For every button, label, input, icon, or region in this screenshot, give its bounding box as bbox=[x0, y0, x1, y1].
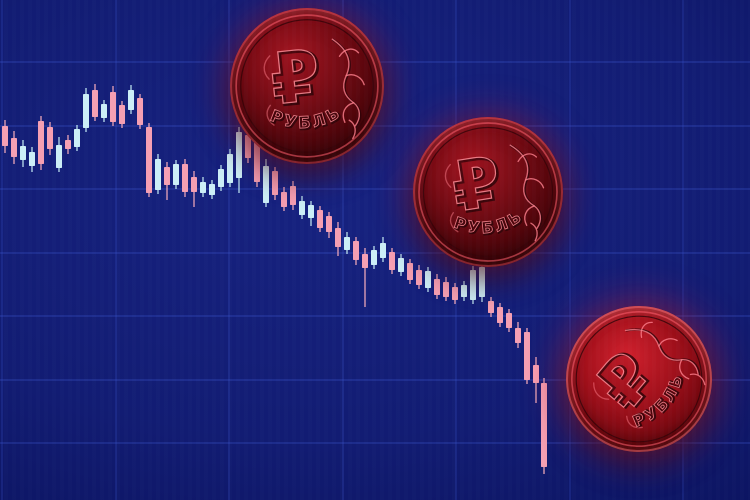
candlestick bbox=[263, 159, 269, 207]
candlestick bbox=[524, 328, 530, 384]
candlestick bbox=[209, 180, 215, 199]
candlestick bbox=[290, 181, 296, 210]
candlestick bbox=[218, 165, 224, 191]
candlestick bbox=[497, 303, 503, 327]
candlestick bbox=[353, 237, 359, 265]
coin-rim bbox=[571, 311, 707, 447]
candlestick bbox=[407, 259, 413, 284]
ruble-coin-icon: ₽ ₽ РУБЛЬ РУБЛЬ bbox=[566, 306, 712, 452]
candlestick bbox=[236, 127, 242, 193]
candlestick bbox=[272, 167, 278, 200]
ruble-coin-face: ₽ ₽ РУБЛЬ РУБЛЬ bbox=[418, 122, 558, 262]
ruble-coin-face: ₽ ₽ РУБЛЬ РУБЛЬ bbox=[571, 311, 707, 447]
ruble-coin-icon: ₽ ₽ РУБЛЬ РУБЛЬ bbox=[413, 117, 563, 267]
candlestick bbox=[326, 212, 332, 238]
candlestick bbox=[137, 94, 143, 129]
candlestick bbox=[191, 171, 197, 207]
candlestick bbox=[119, 101, 125, 128]
candlestick bbox=[461, 281, 467, 301]
coin-ornament bbox=[444, 144, 545, 242]
coin-rim bbox=[235, 14, 379, 158]
candlestick bbox=[371, 246, 377, 269]
coin-rim bbox=[418, 122, 558, 262]
candlestick bbox=[479, 263, 485, 302]
candlestick bbox=[83, 88, 89, 132]
candlestick bbox=[173, 160, 179, 189]
ruble-symbol: ₽ ₽ bbox=[446, 141, 510, 231]
candlestick bbox=[2, 120, 8, 153]
candlestick bbox=[11, 131, 17, 164]
candlestick bbox=[65, 135, 71, 154]
svg-text:₽: ₽ bbox=[266, 33, 324, 121]
candlestick bbox=[452, 283, 458, 304]
candlestick bbox=[389, 248, 395, 274]
ruble-symbol: ₽ ₽ bbox=[266, 33, 328, 124]
svg-text:₽: ₽ bbox=[268, 35, 326, 123]
candlestick bbox=[380, 237, 386, 262]
candlestick bbox=[281, 187, 287, 211]
candlestick bbox=[398, 254, 404, 276]
candlestick bbox=[101, 100, 107, 122]
candlestick bbox=[29, 147, 35, 172]
candlestick bbox=[92, 84, 98, 121]
candlestick bbox=[335, 222, 341, 256]
candlestick bbox=[164, 162, 170, 200]
candlestick bbox=[533, 357, 539, 403]
candlestick bbox=[56, 137, 62, 172]
candlestick bbox=[146, 123, 152, 197]
candlestick bbox=[128, 85, 134, 114]
candlestick bbox=[200, 177, 206, 197]
candlestick bbox=[425, 267, 431, 292]
candlestick bbox=[74, 125, 80, 151]
coin-ornament bbox=[593, 321, 706, 429]
candlestick bbox=[110, 86, 116, 126]
candlestick bbox=[443, 277, 449, 301]
candlestick bbox=[344, 232, 350, 254]
candlestick bbox=[299, 196, 305, 219]
candlestick bbox=[416, 265, 422, 289]
candlestick bbox=[317, 206, 323, 232]
candlestick bbox=[541, 378, 547, 474]
candlestick bbox=[434, 274, 440, 299]
candlestick bbox=[515, 322, 521, 348]
coin-ornament bbox=[263, 38, 365, 140]
candlestick bbox=[38, 116, 44, 170]
candlestick bbox=[47, 122, 53, 155]
candlestick bbox=[308, 201, 314, 226]
candlestick bbox=[470, 266, 476, 304]
candlestick bbox=[488, 297, 494, 317]
candlestick bbox=[155, 154, 161, 194]
candlestick bbox=[182, 159, 188, 197]
ruble-coin-icon: ₽ ₽ РУБЛЬ РУБЛЬ bbox=[230, 8, 384, 164]
candlestick bbox=[20, 140, 26, 167]
candlestick bbox=[362, 248, 368, 307]
candlestick bbox=[506, 309, 512, 332]
ruble-coin-face: ₽ ₽ РУБЛЬ РУБЛЬ bbox=[235, 14, 379, 158]
candlestick bbox=[227, 149, 233, 187]
